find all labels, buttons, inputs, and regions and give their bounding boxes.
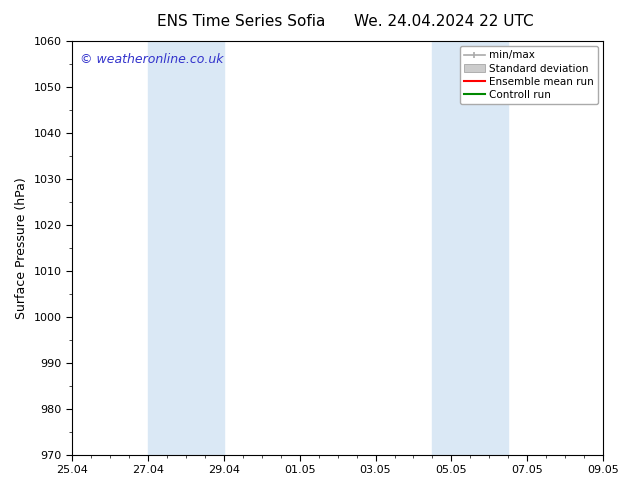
Text: We. 24.04.2024 22 UTC: We. 24.04.2024 22 UTC — [354, 14, 534, 29]
Text: ENS Time Series Sofia: ENS Time Series Sofia — [157, 14, 325, 29]
Bar — [432, 41, 508, 455]
Y-axis label: Surface Pressure (hPa): Surface Pressure (hPa) — [15, 177, 28, 318]
Bar — [148, 41, 224, 455]
Legend: min/max, Standard deviation, Ensemble mean run, Controll run: min/max, Standard deviation, Ensemble me… — [460, 46, 598, 104]
Text: © weatheronline.co.uk: © weatheronline.co.uk — [80, 53, 224, 67]
